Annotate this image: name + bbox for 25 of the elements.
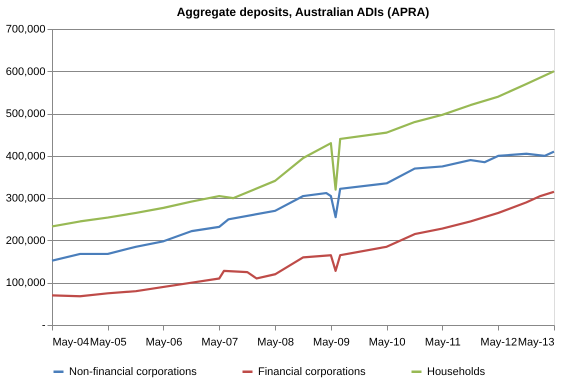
x-tick-label: May-06 bbox=[146, 336, 182, 348]
x-tick-label: May-12 bbox=[480, 336, 518, 348]
line-series bbox=[50, 190, 556, 298]
x-tick-label: May-11 bbox=[424, 336, 461, 348]
y-tick-label: 200,000 bbox=[6, 234, 46, 247]
x-tick-label: May-13 bbox=[518, 336, 554, 348]
x-tick-label: May-04 bbox=[52, 336, 90, 348]
y-tick-label: - bbox=[42, 320, 46, 332]
y-tick-label: 300,000 bbox=[6, 192, 46, 205]
y-tick-label: 100,000 bbox=[6, 277, 46, 290]
line-series bbox=[50, 70, 556, 228]
x-tick-label: May-09 bbox=[313, 336, 350, 348]
y-tick-label: 400,000 bbox=[6, 150, 46, 162]
x-tick-label: May-08 bbox=[257, 336, 294, 348]
legend-label: Households bbox=[427, 366, 486, 378]
y-tick-label: 600,000 bbox=[6, 66, 46, 78]
line-series bbox=[50, 150, 556, 262]
x-tick-label: May-05 bbox=[90, 336, 127, 348]
legend-label: Non-financial corporations bbox=[69, 366, 198, 378]
legend-label: Financial corporations bbox=[258, 366, 366, 378]
y-tick-label: 700,000 bbox=[6, 24, 46, 36]
y-tick-label: 500,000 bbox=[6, 108, 46, 120]
x-tick-label: May-10 bbox=[368, 336, 406, 348]
x-tick-label: May-07 bbox=[201, 336, 238, 348]
chart-title: Aggregate deposits, Australian ADIs (APRA) bbox=[176, 5, 430, 19]
